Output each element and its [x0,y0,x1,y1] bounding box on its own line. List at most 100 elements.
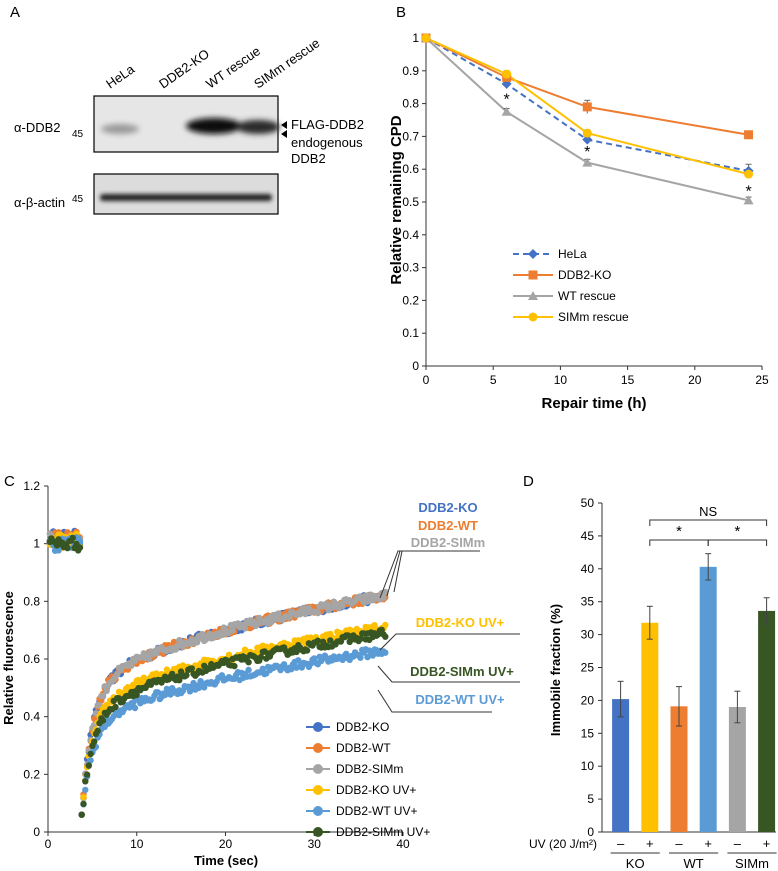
c-point [69,534,77,542]
c-point [103,687,110,695]
c-point [245,659,252,666]
panel-a-label: A [10,4,20,21]
endogenous-ddb2-label: DDB2 [291,151,326,166]
b-line-simm-rescue [425,37,749,176]
lane-label-simm-rescue: SIMm rescue [251,35,322,91]
c-point [128,662,135,669]
b-legend-marker-hela [528,249,538,259]
c-callout-ddb2-wt: DDB2-WT [418,518,478,533]
c-point [364,653,371,661]
d-uv-sign: + [646,836,654,851]
c-point [218,631,226,639]
c-point [82,786,89,794]
c-legend-label-ddb2-ko: DDB2-KO [336,720,389,734]
c-legend-label-ddb2-simm: DDB2-SIMm [336,762,403,776]
d-group-label-ko: KO [626,856,645,871]
d-group-label-wt: WT [683,856,703,871]
c-point [154,689,162,696]
c-callout-ddb2-wt-uv: DDB2-WT UV+ [415,692,505,707]
b-y-tick-label: 0.7 [402,129,419,143]
c-point [357,635,364,642]
d-uv-sign: + [704,836,712,851]
c-y-tick-label: 0.4 [23,710,40,724]
c-point [94,727,101,735]
c-point [78,811,85,818]
d-significance-label: NS [699,504,717,519]
d-y-tick-label: 40 [581,562,595,576]
b-y-tick-label: 0.5 [402,195,419,209]
endogenous-arrow-icon [281,130,287,138]
b-y-tick-label: 0.1 [402,326,419,340]
c-point [275,610,282,617]
b-line-wt-rescue [425,37,749,202]
band-simm-flag [236,120,280,134]
lane-label-hela: HeLa [103,61,138,92]
c-y-tick-label: 0.2 [23,767,40,781]
b-y-axis-label: Relative remaining CPD [388,115,405,284]
c-point [80,800,87,808]
d-y-tick-label: 5 [587,792,594,806]
c-point [293,648,300,656]
c-point [229,627,236,634]
c-y-tick-label: 1.2 [23,479,40,493]
c-legend-marker-ddb2-wt [313,743,323,753]
c-point [364,598,371,605]
c-x-tick-label: 0 [45,837,52,851]
c-point [87,757,94,764]
c-callout-ddb2-simm: DDB2-SIMm [411,535,485,550]
d-y-tick-label: 0 [587,825,594,839]
c-point [257,653,265,661]
b-point-ddb2-ko [744,130,754,140]
c-callout-ddb2-simm-uv: DDB2-SIMm UV+ [410,664,514,679]
c-point [133,691,140,699]
b-significance-star: * [504,92,510,109]
d-group-label-simm: SIMm [735,856,769,871]
c-point [286,614,293,621]
c-point [382,633,389,640]
b-x-tick-label: 15 [621,373,635,387]
d-bar-ko-no-uv [612,699,630,832]
c-callout-ddb2-ko: DDB2-KO [418,500,477,515]
c-callout-leader [393,550,403,593]
c-point [382,621,389,629]
b-legend-label-ddb2-ko: DDB2-KO [558,268,611,282]
c-legend-marker-ddb2-ko [313,722,323,732]
d-y-tick-label: 45 [581,529,595,543]
c-point [382,588,389,596]
b-significance-star: * [584,144,590,161]
b-legend-label-wt-rescue: WT rescue [558,289,616,303]
d-y-tick-label: 20 [581,693,595,707]
c-point [64,544,71,552]
d-uv-sign: + [763,836,771,851]
b-x-tick-label: 20 [688,373,702,387]
d-bar-wt-no-uv [670,706,688,832]
c-callout-leader [386,550,401,597]
c-legend-label-ddb2-ko-uv: DDB2-KO UV+ [336,783,416,797]
b-legend-marker-ddb2-ko [528,270,538,280]
d-significance-bracket [707,539,768,546]
c-point [112,703,119,711]
c-point [303,647,311,654]
lane-label-ddb2-ko: DDB2-KO [156,46,212,91]
d-y-tick-label: 30 [581,628,595,642]
uv-dose-label: UV (20 J/m²) [529,837,597,851]
b-point-simm-rescue [744,169,754,179]
c-legend-label-ddb2-simm-uv: DDB2-SIMm UV+ [336,825,430,839]
c-point [357,654,364,661]
ddb2-antibody-label: α-DDB2 [14,120,61,135]
c-point [339,602,346,610]
b-line-hela [425,37,749,172]
ddb2-mw-marker: 45 [72,129,84,140]
d-y-tick-label: 25 [581,661,595,675]
c-legend: DDB2-KO DDB2-WT DDB2-SIMm DDB2-KO UV+ DDB2-W… [306,720,430,839]
c-callout-leader [377,665,520,683]
actin-mw-marker: 45 [72,194,84,205]
c-point [295,657,302,664]
c-point [80,794,87,801]
ddb2-bands [101,118,280,134]
b-point-wt-rescue [743,195,754,205]
b-y-tick-label: 0.2 [402,293,419,307]
c-point [382,649,389,656]
d-uv-sign: – [734,836,742,851]
